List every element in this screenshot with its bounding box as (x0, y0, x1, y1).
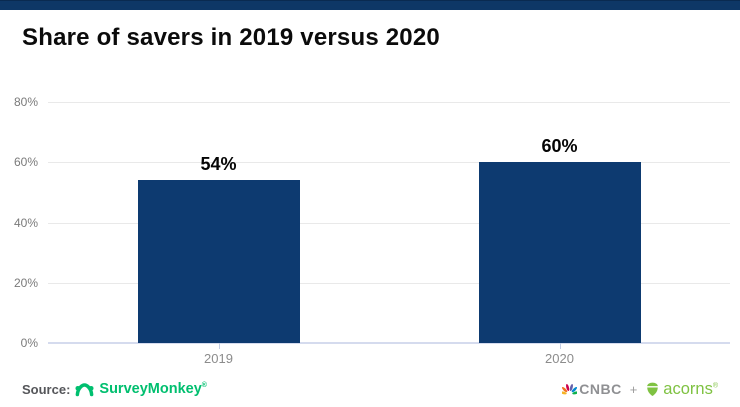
x-tick-mark-2019 (218, 343, 220, 349)
y-tick-label: 40% (13, 215, 38, 230)
bar-2019 (137, 180, 300, 343)
brand-logos: CNBC + acorns® (560, 378, 718, 400)
source-label: Source: (22, 381, 71, 397)
plus-separator: + (629, 381, 638, 397)
acorns-trademark: ® (712, 382, 718, 389)
bar-value-label-2020: 60% (541, 136, 578, 157)
x-tick-label-2020: 2020 (545, 351, 574, 366)
gridline-20 (48, 282, 730, 284)
bar-chart-plot-area: 80% 60% 40% 20% 0% 54% 60% 2019 2020 (14, 95, 730, 366)
surveymonkey-monkey-icon (75, 381, 94, 397)
y-tick-label: 20% (13, 275, 38, 290)
y-tick-label: 0% (20, 336, 38, 350)
gridline-60 (48, 162, 730, 164)
bar-2020 (478, 162, 641, 343)
bar-group-2020: 60% (478, 102, 641, 343)
bar-group-2019: 54% (137, 102, 300, 343)
acorn-icon (645, 382, 660, 397)
chart-title: Share of savers in 2019 versus 2020 (22, 24, 440, 51)
surveymonkey-wordmark: SurveyMonkey® (99, 381, 207, 397)
bar-value-label-2019: 54% (200, 154, 237, 175)
top-accent-bar (0, 0, 740, 10)
acorns-wordmark: acorns® (663, 379, 718, 398)
x-tick-mark-2020 (559, 343, 561, 349)
surveymonkey-trademark: ® (201, 382, 207, 390)
source-attribution: Source: SurveyMonkey® (22, 378, 207, 400)
cnbc-wordmark: CNBC (579, 381, 622, 397)
cnbc-peacock-icon (560, 383, 580, 396)
y-tick-label: 80% (13, 95, 38, 109)
y-tick-label: 60% (13, 155, 38, 170)
x-axis-line (48, 342, 730, 344)
x-tick-label-2019: 2019 (204, 351, 233, 366)
gridline-80 (48, 102, 730, 103)
gridline-40 (48, 222, 730, 224)
